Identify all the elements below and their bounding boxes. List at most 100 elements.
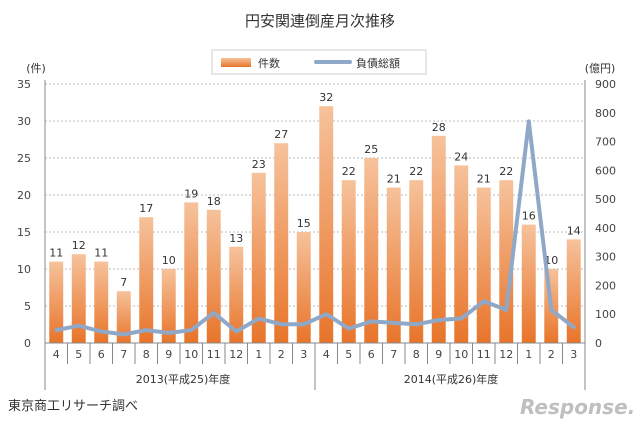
right-tick-label: 900 [595,78,616,91]
bar [431,135,446,343]
x-tick-label: 1 [255,348,262,361]
right-tick-label: 500 [595,193,616,206]
bar [49,261,64,343]
left-axis-unit: (件) [26,62,46,75]
bar [139,217,154,343]
bar [364,158,379,343]
x-tick-label: 9 [165,348,172,361]
right-ticks: 0 100 200 300 400 500 600 700 800 900 [595,78,616,350]
left-ticks: 0 5 10 15 20 25 30 35 [17,78,31,350]
bar-value-label: 18 [207,195,221,208]
bar [566,239,581,343]
x-tick-label: 10 [454,348,468,361]
bar-value-label: 14 [567,224,581,237]
legend: 件数 負債総額 [211,49,427,75]
x-tick-label: 12 [229,348,243,361]
bars [49,106,581,343]
bar-value-label: 23 [252,158,266,171]
right-tick-label: 100 [595,308,616,321]
x-tick-label: 3 [300,348,307,361]
bar [251,172,266,343]
x-tick-label: 7 [120,348,127,361]
x-tick-label: 5 [345,348,352,361]
bar-value-label: 22 [499,165,513,178]
right-tick-label: 0 [595,337,602,350]
bar [296,232,311,343]
bar [476,187,491,343]
source-note: 東京商工リサーチ調べ [8,398,138,414]
bar-value-label: 10 [162,254,176,267]
right-axis-unit: (億円) [585,62,616,75]
bar [409,180,424,343]
bar-value-label: 16 [522,210,536,223]
debt-series-line [54,119,576,337]
bar [71,254,86,343]
bar-value-label: 27 [274,128,288,141]
left-tick-label: 5 [24,300,31,313]
x-tick-label: 3 [570,348,577,361]
x-tick-label: 2 [548,348,555,361]
bar [341,180,356,343]
left-tick-label: 10 [17,263,31,276]
legend-line-label: 負債総額 [356,56,400,70]
x-tick-label: 2 [278,348,285,361]
bar-value-label: 7 [120,276,127,289]
x-tick-label: 7 [390,348,397,361]
bar-value-label: 12 [72,239,86,252]
bar-value-label: 21 [387,173,401,186]
chart-title: 円安関連倒産月次推移 [245,12,395,30]
x-tick-label: 8 [413,348,420,361]
brand-logo: Response. [520,395,635,419]
year-label-2013: 2013(平成25)年度 [136,372,231,386]
data-labels: 11 12 11 7 17 10 19 18 13 23 27 15 32 22 25 21 22 28 24 21 2… [49,91,581,289]
left-tick-label: 0 [24,337,31,350]
bar [454,165,469,343]
x-tick-label: 4 [53,348,60,361]
year-label-2014: 2014(平成26)年度 [404,372,499,386]
bar-value-label: 25 [364,143,378,156]
x-tick-label: 9 [435,348,442,361]
right-tick-label: 200 [595,279,616,292]
bar [116,291,131,343]
x-tick-label: 5 [75,348,82,361]
bar [206,209,221,343]
x-tick-label: 6 [98,348,105,361]
bar-value-label: 28 [432,121,446,134]
left-tick-label: 25 [17,152,31,165]
bar [521,224,536,343]
x-tick-label: 6 [368,348,375,361]
bar-value-label: 22 [342,165,356,178]
bar [229,246,244,343]
bar-value-label: 17 [139,202,153,215]
bar-value-label: 22 [409,165,423,178]
left-tick-label: 35 [17,78,31,91]
x-tick-label: 1 [525,348,532,361]
bar [386,187,401,343]
right-tick-label: 600 [595,164,616,177]
bar [94,261,109,343]
left-tick-label: 15 [17,226,31,239]
bar [319,106,334,343]
bar-value-label: 21 [477,173,491,186]
x-tick-label: 8 [143,348,150,361]
left-tick-label: 30 [17,115,31,128]
bar-value-label: 19 [184,187,198,200]
bar-value-label: 24 [454,150,468,163]
bar-value-label: 13 [229,232,243,245]
bar-value-label: 15 [297,217,311,230]
x-ticks: 4 5 6 7 8 9 10 11 12 1 2 3 4 5 6 7 8 9 10 11 12 1 2 3 [44,343,586,390]
x-tick-label: 4 [323,348,330,361]
legend-bar-swatch [221,58,251,67]
x-tick-label: 12 [499,348,513,361]
debt-line [54,119,576,337]
legend-bar-label: 件数 [258,57,280,70]
bar-value-label: 11 [94,247,108,260]
bar [161,269,176,343]
bar [499,180,514,343]
left-tick-label: 20 [17,189,31,202]
bar-value-label: 32 [319,91,333,104]
right-tick-label: 700 [595,136,616,149]
x-tick-label: 10 [184,348,198,361]
right-tick-label: 400 [595,222,616,235]
